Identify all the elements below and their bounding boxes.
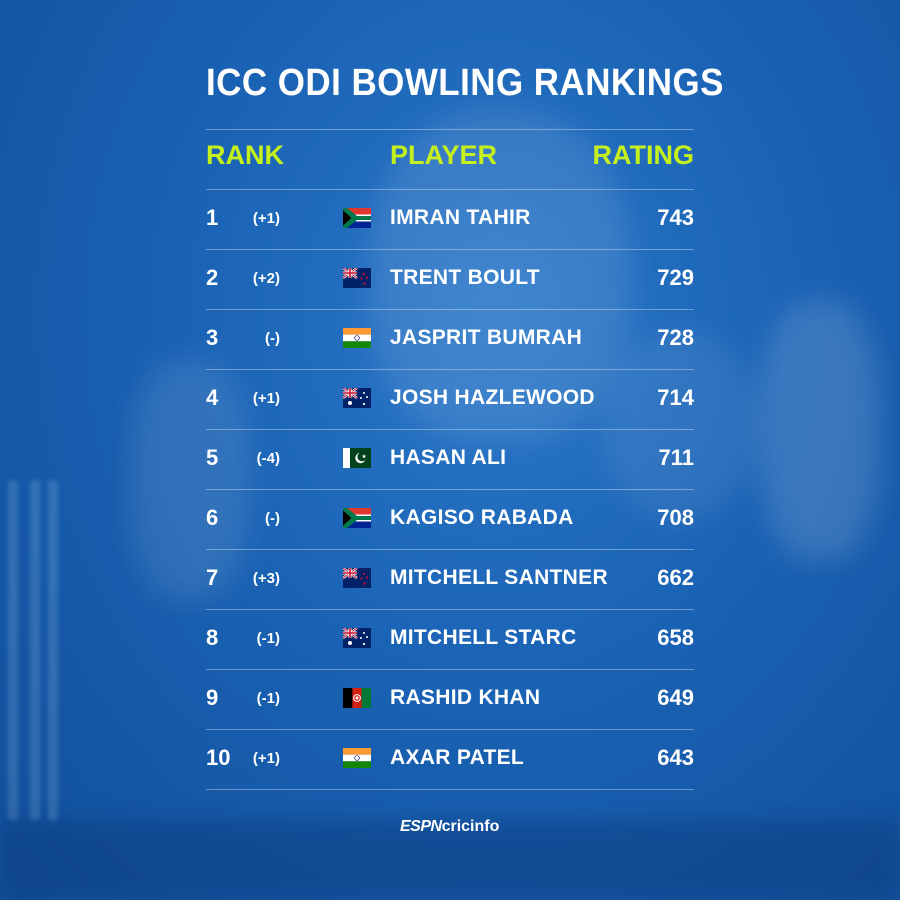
player-rating: 708 [657,505,694,530]
india-flag [343,748,371,768]
table-row: 3 (-) JASPRIT BUMRAH 728 [206,309,694,369]
table-row: 1 (+1) IMRAN TAHIR 743 [206,189,694,249]
player-rating: 649 [657,685,694,710]
rank-change: (+1) [252,750,280,767]
column-header-player: PLAYER [390,140,498,170]
background-figure [130,360,250,600]
column-header-rank: RANK [206,140,284,170]
rank-change: (+2) [252,270,280,287]
rank-change: (+1) [252,390,280,407]
player-name: JASPRIT BUMRAH [390,326,583,349]
australia-flag [343,628,371,648]
player-rating: 662 [657,565,694,590]
divider [206,489,694,490]
divider [206,369,694,370]
table-row: 6 (-) KAGISO RABADA 708 [206,489,694,549]
background-bowler-image [370,110,630,440]
divider [206,669,694,670]
player-name: AXAR PATEL [390,746,525,769]
background-ground [0,820,900,900]
background-figure [760,300,880,560]
rank-number: 9 [206,685,219,710]
player-rating: 643 [657,745,694,770]
south-africa-flag [343,508,371,528]
page-title: ICC ODI BOWLING RANKINGS [206,62,724,104]
divider [206,249,694,250]
rank-change: (-) [265,510,280,527]
new-zealand-flag [343,268,371,288]
table-row: 2 (+2) TRENT BOULT 729 [206,249,694,309]
rank-number: 1 [206,205,219,230]
divider [206,129,694,130]
table-row: 8 (-1) MITCHELL STARC 658 [206,609,694,669]
column-header-rating: RATING [592,140,695,170]
player-name: JOSH HAZLEWOOD [390,386,595,409]
background-figure [600,330,760,520]
rank-change: (+1) [252,210,280,227]
australia-flag [343,388,371,408]
table-row: 7 (+3) MITCHELL SANTNER 662 [206,549,694,609]
rank-change: (-) [265,330,280,347]
rank-change: (-4) [256,450,280,467]
pakistan-flag [343,448,371,468]
table-row: 5 (-4) HASAN ALI 711 [206,429,694,489]
player-rating: 729 [657,265,694,290]
table-row: 10 (+1) AXAR PATEL 643 [206,729,694,789]
divider [206,549,694,550]
espncricinfo-logo: ESPNcricinfo [400,818,500,835]
afghanistan-flag [343,688,371,708]
rank-number: 3 [206,325,219,350]
divider [206,609,694,610]
rank-number: 10 [206,745,231,770]
player-name: TRENT BOULT [390,266,540,289]
rank-number: 4 [206,385,219,410]
table-row: 4 (+1) JOSH HAZLEWOOD 714 [206,369,694,429]
divider [206,729,694,730]
player-rating: 711 [658,445,695,470]
rank-change: (+3) [252,570,280,587]
player-name: RASHID KHAN [390,686,541,709]
player-rating: 714 [657,385,694,410]
player-rating: 728 [657,325,694,350]
rank-change: (-1) [256,690,280,707]
rank-number: 7 [206,565,219,590]
rank-number: 6 [206,505,219,530]
stumps-image [8,480,58,820]
player-name: IMRAN TAHIR [390,206,531,229]
rank-number: 2 [206,265,219,290]
divider [206,309,694,310]
divider [206,189,694,190]
south-africa-flag [343,208,371,228]
player-name: KAGISO RABADA [390,506,574,529]
rank-number: 5 [206,445,219,470]
player-rating: 743 [657,205,694,230]
new-zealand-flag [343,568,371,588]
player-rating: 658 [657,625,694,650]
rank-change: (-1) [256,630,280,647]
player-name: MITCHELL STARC [390,626,577,649]
player-name: HASAN ALI [390,446,507,469]
divider [206,429,694,430]
rank-number: 8 [206,625,219,650]
table-row: 9 (-1) RASHID KHAN 649 [206,669,694,729]
player-name: MITCHELL SANTNER [390,566,608,589]
india-flag [343,328,371,348]
divider [206,789,694,790]
